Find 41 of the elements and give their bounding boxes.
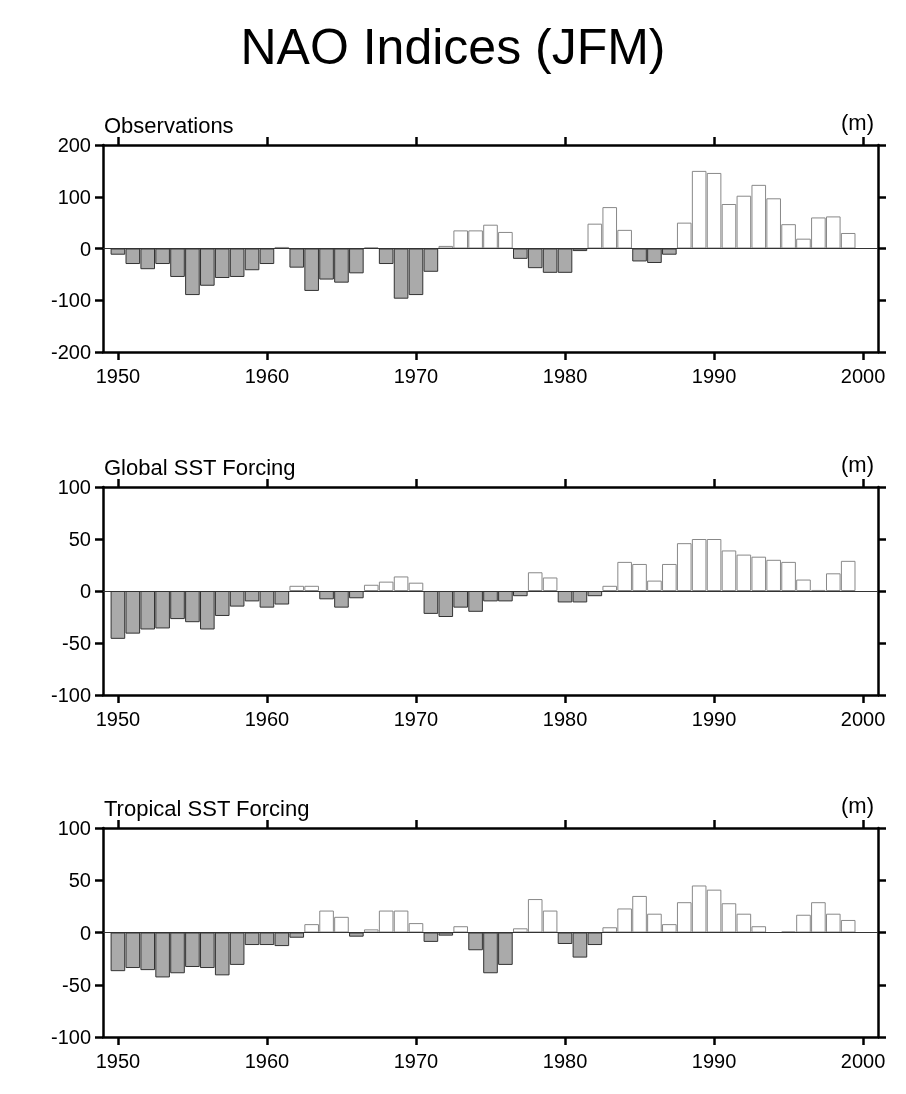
y-tick-label: -200 [50, 341, 91, 363]
bar [453, 926, 468, 933]
text: (m) [841, 109, 875, 135]
y-tick-label: 0 [79, 921, 91, 944]
y-tick-label: 200 [57, 134, 91, 156]
y-tick-label: 50 [68, 869, 91, 892]
y-tick-label: -100 [50, 289, 91, 312]
y-tick-label: 50 [68, 528, 91, 550]
text: (m) [841, 792, 875, 818]
chart-title: NAO Indices (JFM) [239, 18, 667, 76]
x-tick-label: 2000 [840, 708, 886, 730]
y-tick-label: 100 [57, 817, 91, 839]
chart-title: Global SST Forcing [104, 454, 296, 480]
chart-subtitle: Observations [104, 112, 234, 138]
x-tick-label: 2000 [840, 365, 886, 387]
x-tick-label: 1980 [542, 708, 588, 730]
x-tick-label: 1960 [244, 708, 290, 730]
x-tick-label: 2000 [840, 1050, 886, 1072]
x-tick-label: 1960 [244, 1050, 290, 1072]
y-tick-label: -50 [62, 973, 91, 996]
x-tick-label: 1990 [691, 1050, 737, 1072]
x-tick-label: 1970 [393, 1050, 439, 1072]
x-tick-label: 1960 [244, 365, 290, 387]
x-tick-label: 1950 [95, 365, 141, 387]
y-tick-label: 0 [79, 237, 91, 260]
x-tick-label: 1970 [393, 708, 439, 730]
y-tick-label: -100 [50, 1026, 91, 1048]
text: (m) [841, 451, 875, 477]
x-tick-label: 1980 [542, 365, 588, 387]
x-tick-label: 1970 [393, 365, 439, 387]
chart-title: Tropical SST Forcing [104, 795, 310, 821]
y-tick-label: 100 [57, 185, 91, 208]
x-tick-label: 1990 [691, 708, 737, 730]
y-tick-label: 100 [57, 476, 91, 498]
x-tick-label: 1950 [95, 1050, 141, 1072]
y-tick-label: 0 [79, 580, 91, 602]
x-tick-label: 1990 [691, 365, 737, 387]
y-tick-label: -100 [50, 684, 91, 706]
y-tick-label: -50 [62, 632, 91, 654]
x-tick-label: 1980 [542, 1050, 588, 1072]
x-tick-label: 1950 [95, 708, 141, 730]
